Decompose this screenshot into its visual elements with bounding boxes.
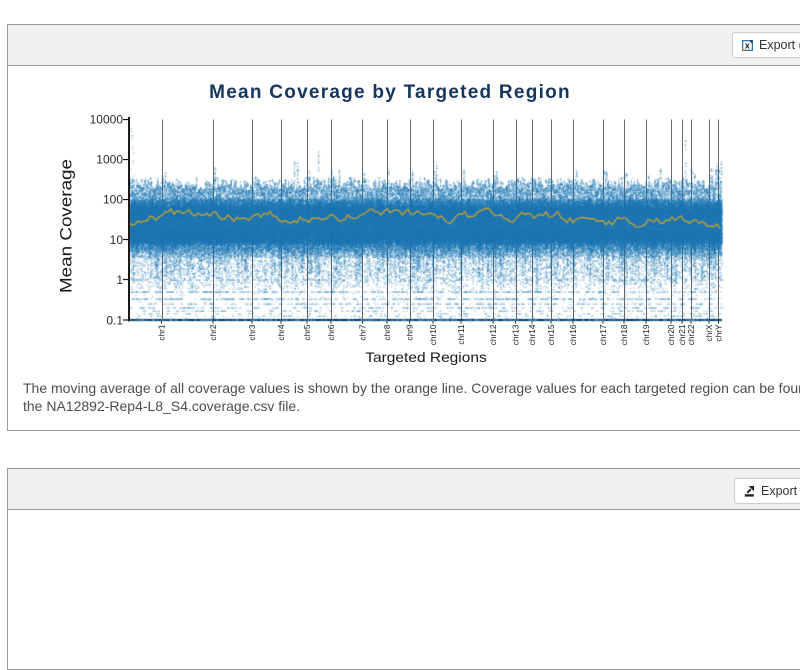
- svg-text:chr1: chr1: [156, 324, 166, 341]
- svg-text:chrY: chrY: [713, 324, 723, 342]
- svg-text:chr11: chr11: [456, 324, 466, 345]
- svg-text:chr5: chr5: [302, 324, 312, 341]
- svg-text:chr19: chr19: [641, 324, 651, 345]
- svg-text:chr15: chr15: [546, 324, 556, 345]
- svg-text:chr10: chr10: [428, 324, 438, 345]
- svg-text:chr16: chr16: [568, 324, 578, 345]
- svg-text:chr13: chr13: [510, 324, 520, 345]
- svg-text:chr22: chr22: [686, 324, 696, 345]
- svg-text:chr12: chr12: [488, 324, 498, 345]
- svg-text:chr20: chr20: [666, 324, 676, 345]
- svg-text:chr18: chr18: [619, 324, 629, 345]
- svg-text:Mean Coverage: Mean Coverage: [58, 159, 76, 293]
- svg-text:10000: 10000: [90, 113, 124, 127]
- svg-text:100: 100: [103, 193, 123, 207]
- svg-text:chr14: chr14: [527, 324, 537, 345]
- svg-text:1: 1: [116, 273, 123, 287]
- svg-text:0.1: 0.1: [106, 314, 123, 328]
- svg-text:10: 10: [110, 233, 124, 247]
- svg-text:chr9: chr9: [404, 324, 414, 341]
- svg-text:1000: 1000: [96, 153, 123, 167]
- svg-text:chr4: chr4: [276, 324, 286, 341]
- svg-text:chr7: chr7: [357, 324, 367, 341]
- svg-text:chr6: chr6: [326, 324, 336, 341]
- svg-text:chr8: chr8: [382, 324, 392, 341]
- svg-text:chrX: chrX: [704, 324, 714, 342]
- svg-text:chr3: chr3: [247, 324, 257, 341]
- svg-text:chr17: chr17: [598, 324, 608, 345]
- svg-text:chr21: chr21: [677, 324, 687, 345]
- svg-text:Targeted Regions: Targeted Regions: [365, 349, 487, 365]
- svg-text:chr2: chr2: [208, 324, 218, 341]
